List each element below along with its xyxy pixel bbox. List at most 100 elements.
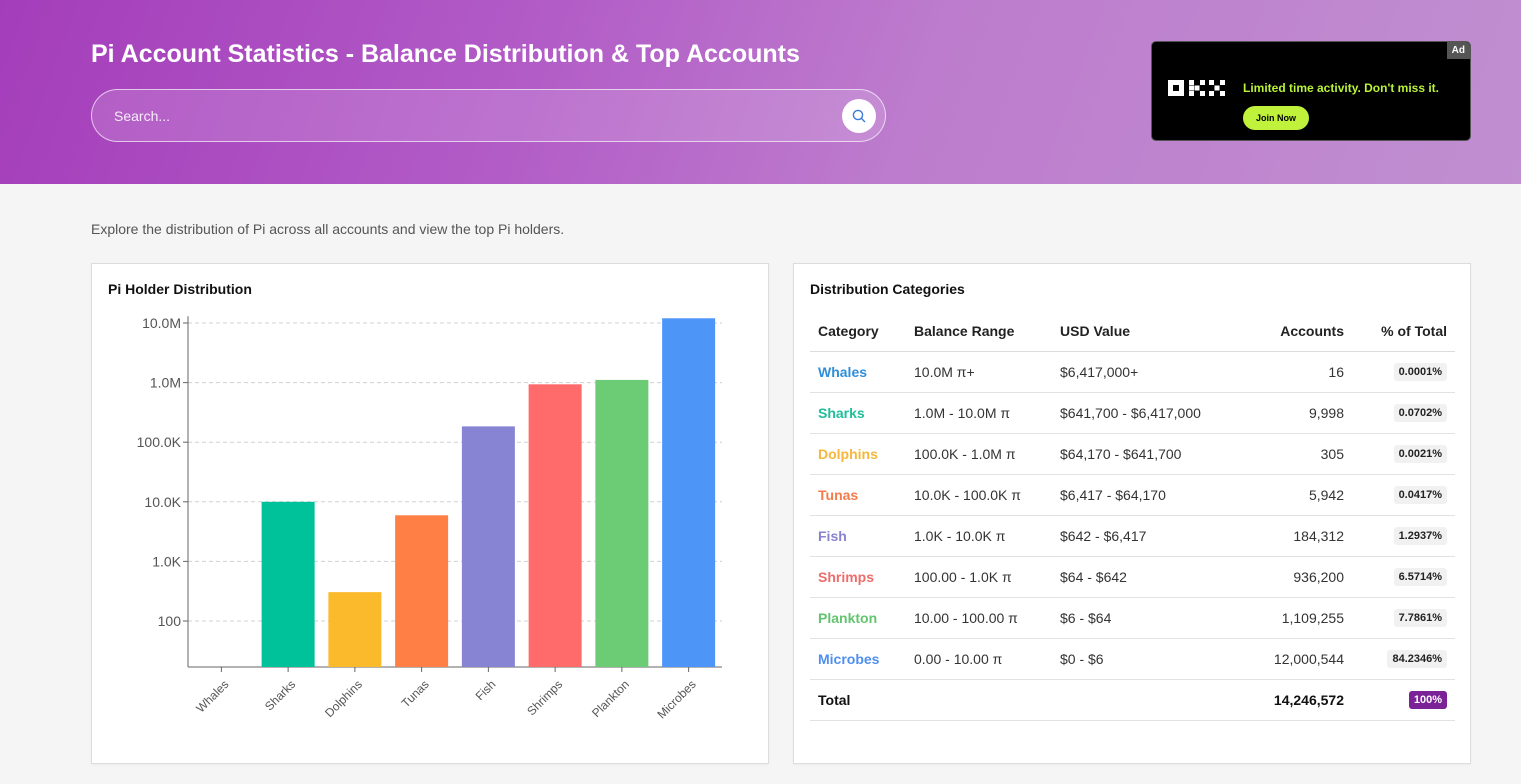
account-count: 16: [1247, 351, 1352, 393]
balance-range: 1.0M - 10.0M π: [906, 392, 1052, 434]
category-name: Fish: [810, 515, 906, 557]
total-percent-cell: 100%: [1352, 679, 1455, 721]
total-label: Total: [810, 679, 906, 721]
account-count: 305: [1247, 433, 1352, 475]
x-tick-label: Shrimps: [524, 677, 565, 718]
categories-title: Distribution Categories: [810, 281, 965, 297]
percent-badge: 7.7861%: [1393, 609, 1447, 627]
usd-value: $64,170 - $641,700: [1052, 433, 1247, 475]
y-tick-label: 10.0M: [142, 315, 181, 331]
percent-cell: 0.0021%: [1352, 433, 1455, 475]
intro-text: Explore the distribution of Pi across al…: [91, 221, 565, 237]
advertisement-banner[interactable]: Ad Limited time activity. Don't miss it.…: [1151, 41, 1471, 141]
table-row: Plankton 10.00 - 100.00 π $6 - $64 1,109…: [810, 597, 1455, 639]
percent-cell: 0.0702%: [1352, 392, 1455, 434]
page-title: Pi Account Statistics - Balance Distribu…: [91, 40, 800, 68]
column-header-category: Category: [810, 312, 906, 352]
x-tick-label: Whales: [193, 677, 231, 715]
account-count: 1,109,255: [1247, 597, 1352, 639]
balance-range: 10.0M π+: [906, 351, 1052, 393]
usd-value: $642 - $6,417: [1052, 515, 1247, 557]
ad-badge: Ad: [1446, 42, 1470, 59]
account-count: 936,200: [1247, 556, 1352, 598]
empty-cell: [906, 679, 1052, 721]
y-tick-label: 1.0K: [152, 553, 181, 569]
x-tick-label: Sharks: [262, 677, 298, 713]
table-row: Tunas 10.0K - 100.0K π $6,417 - $64,170 …: [810, 474, 1455, 516]
chart-title: Pi Holder Distribution: [108, 281, 252, 297]
balance-range: 1.0K - 10.0K π: [906, 515, 1052, 557]
usd-value: $641,700 - $6,417,000: [1052, 392, 1247, 434]
percent-cell: 0.0001%: [1352, 351, 1455, 393]
bar-sharks: [261, 501, 315, 667]
percent-badge: 0.0702%: [1393, 404, 1447, 422]
account-count: 9,998: [1247, 392, 1352, 434]
percent-badge: 1.2937%: [1393, 527, 1447, 545]
percent-badge: 6.5714%: [1393, 568, 1447, 586]
search-bar: [91, 89, 886, 142]
column-header-accounts: Accounts: [1247, 312, 1352, 352]
search-input[interactable]: [114, 90, 814, 141]
chart-card: 100 1.0K 10.0K 100.0K 1.0M 10.0M Whales Sharks D…: [91, 263, 769, 764]
account-count: 5,942: [1247, 474, 1352, 516]
percent-cell: 7.7861%: [1352, 597, 1455, 639]
distribution-table: Category Balance Range USD Value Account…: [810, 312, 1455, 721]
join-now-button[interactable]: Join Now: [1243, 106, 1309, 130]
percent-cell: 84.2346%: [1352, 638, 1455, 680]
y-tick-label: 10.0K: [144, 494, 181, 510]
ad-text: Limited time activity. Don't miss it.: [1243, 81, 1440, 95]
balance-range: 100.00 - 1.0K π: [906, 556, 1052, 598]
usd-value: $64 - $642: [1052, 556, 1247, 598]
percent-badge: 84.2346%: [1387, 650, 1447, 668]
account-count: 12,000,544: [1247, 638, 1352, 680]
usd-value: $0 - $6: [1052, 638, 1247, 680]
categories-card: Distribution Categories Category Balance…: [793, 263, 1471, 764]
percent-cell: 1.2937%: [1352, 515, 1455, 557]
percent-cell: 0.0417%: [1352, 474, 1455, 516]
category-name: Sharks: [810, 392, 906, 434]
account-count: 184,312: [1247, 515, 1352, 557]
balance-range: 10.0K - 100.0K π: [906, 474, 1052, 516]
category-name: Whales: [810, 351, 906, 393]
bar-fish: [461, 426, 515, 667]
x-tick-label: Microbes: [654, 677, 698, 721]
table-row: Whales 10.0M π+ $6,417,000+ 16 0.0001%: [810, 351, 1455, 393]
table-row: Dolphins 100.0K - 1.0M π $64,170 - $641,…: [810, 433, 1455, 475]
total-percent-badge: 100%: [1408, 691, 1447, 709]
percent-cell: 6.5714%: [1352, 556, 1455, 598]
column-header-usd-value: USD Value: [1052, 312, 1247, 352]
balance-range: 10.00 - 100.00 π: [906, 597, 1052, 639]
category-name: Shrimps: [810, 556, 906, 598]
y-tick-label: 100.0K: [137, 434, 182, 450]
category-name: Tunas: [810, 474, 906, 516]
y-tick-label: 1.0M: [150, 375, 181, 391]
okx-logo: [1168, 80, 1225, 96]
bar-tunas: [395, 515, 449, 667]
table-header-row: Category Balance Range USD Value Account…: [810, 312, 1455, 352]
bar-shrimps: [528, 384, 582, 667]
x-tick-label: Plankton: [589, 677, 632, 720]
column-header-balance-range: Balance Range: [906, 312, 1052, 352]
usd-value: $6,417,000+: [1052, 351, 1247, 393]
table-row: Sharks 1.0M - 10.0M π $641,700 - $6,417,…: [810, 392, 1455, 434]
percent-badge: 0.0417%: [1393, 486, 1447, 504]
bar-microbes: [662, 318, 716, 667]
balance-range: 0.00 - 10.00 π: [906, 638, 1052, 680]
column-header-percent: % of Total: [1352, 312, 1455, 352]
bar-plankton: [595, 379, 649, 667]
search-icon: [852, 109, 866, 123]
table-row: Shrimps 100.00 - 1.0K π $64 - $642 936,2…: [810, 556, 1455, 598]
x-tick-label: Fish: [473, 677, 499, 703]
category-name: Microbes: [810, 638, 906, 680]
balance-range: 100.0K - 1.0M π: [906, 433, 1052, 475]
category-name: Dolphins: [810, 433, 906, 475]
usd-value: $6 - $64: [1052, 597, 1247, 639]
y-tick-label: 100: [158, 613, 182, 629]
percent-badge: 0.0021%: [1393, 445, 1447, 463]
total-row: Total 14,246,572 100%: [810, 679, 1455, 721]
search-button[interactable]: [842, 99, 876, 133]
distribution-bar-chart: 100 1.0K 10.0K 100.0K 1.0M 10.0M Whales Sharks D…: [137, 315, 722, 722]
empty-cell: [1052, 679, 1247, 721]
page-header: Pi Account Statistics - Balance Distribu…: [0, 0, 1521, 184]
table-row: Microbes 0.00 - 10.00 π $0 - $6 12,000,5…: [810, 638, 1455, 680]
